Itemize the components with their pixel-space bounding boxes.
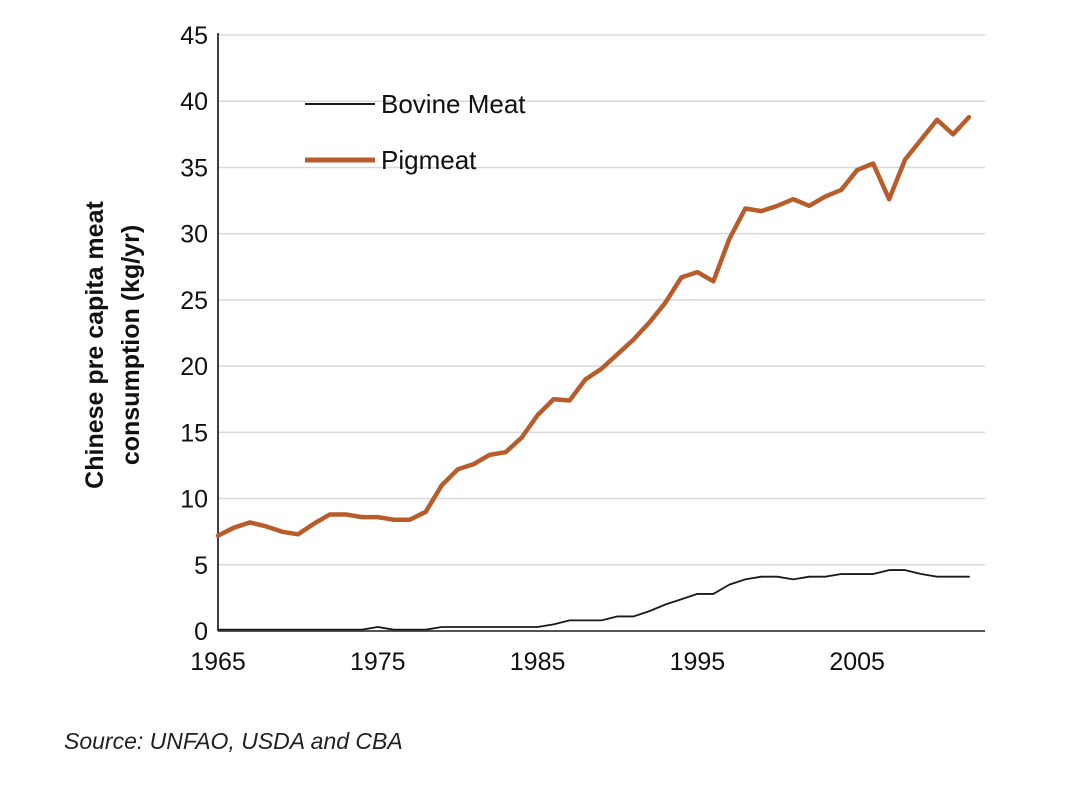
y-tick-label-40: 40 bbox=[180, 88, 208, 116]
x-tick-label-2005: 2005 bbox=[829, 648, 885, 676]
y-tick-label-25: 25 bbox=[180, 287, 208, 315]
y-tick-label-45: 45 bbox=[180, 22, 208, 50]
axes bbox=[217, 33, 985, 632]
legend-label-bovine-meat: Bovine Meat bbox=[381, 89, 526, 119]
y-axis-label-line-1: Chinese pre capita meat bbox=[81, 201, 109, 489]
legend-label-pigmeat: Pigmeat bbox=[381, 145, 477, 175]
x-tick-label-1985: 1985 bbox=[510, 648, 566, 676]
y-tick-label-30: 30 bbox=[180, 221, 208, 249]
y-tick-label-5: 5 bbox=[194, 552, 208, 580]
x-tick-labels: 1965 1975 1985 1995 2005 bbox=[190, 648, 885, 676]
legend: Bovine Meat Pigmeat bbox=[305, 89, 526, 175]
source-note: Source: UNFAO, USDA and CBA bbox=[64, 728, 403, 754]
series-line-bovine-meat bbox=[217, 569, 970, 631]
y-tick-label-15: 15 bbox=[180, 419, 208, 447]
series-line-pigmeat bbox=[215, 114, 972, 538]
y-tick-label-35: 35 bbox=[180, 154, 208, 182]
y-tick-labels: 0 5 10 15 20 25 30 35 40 45 bbox=[180, 22, 208, 646]
grid-lines bbox=[218, 34, 985, 566]
y-tick-label-10: 10 bbox=[180, 486, 208, 514]
y-tick-label-20: 20 bbox=[180, 353, 208, 381]
x-tick-label-1975: 1975 bbox=[350, 648, 406, 676]
x-tick-label-1965: 1965 bbox=[190, 648, 246, 676]
y-axis-label-line-2: consumption (kg/yr) bbox=[117, 225, 145, 465]
series-lines bbox=[215, 114, 972, 631]
y-tick-label-0: 0 bbox=[194, 618, 208, 646]
x-tick-label-1995: 1995 bbox=[670, 648, 726, 676]
